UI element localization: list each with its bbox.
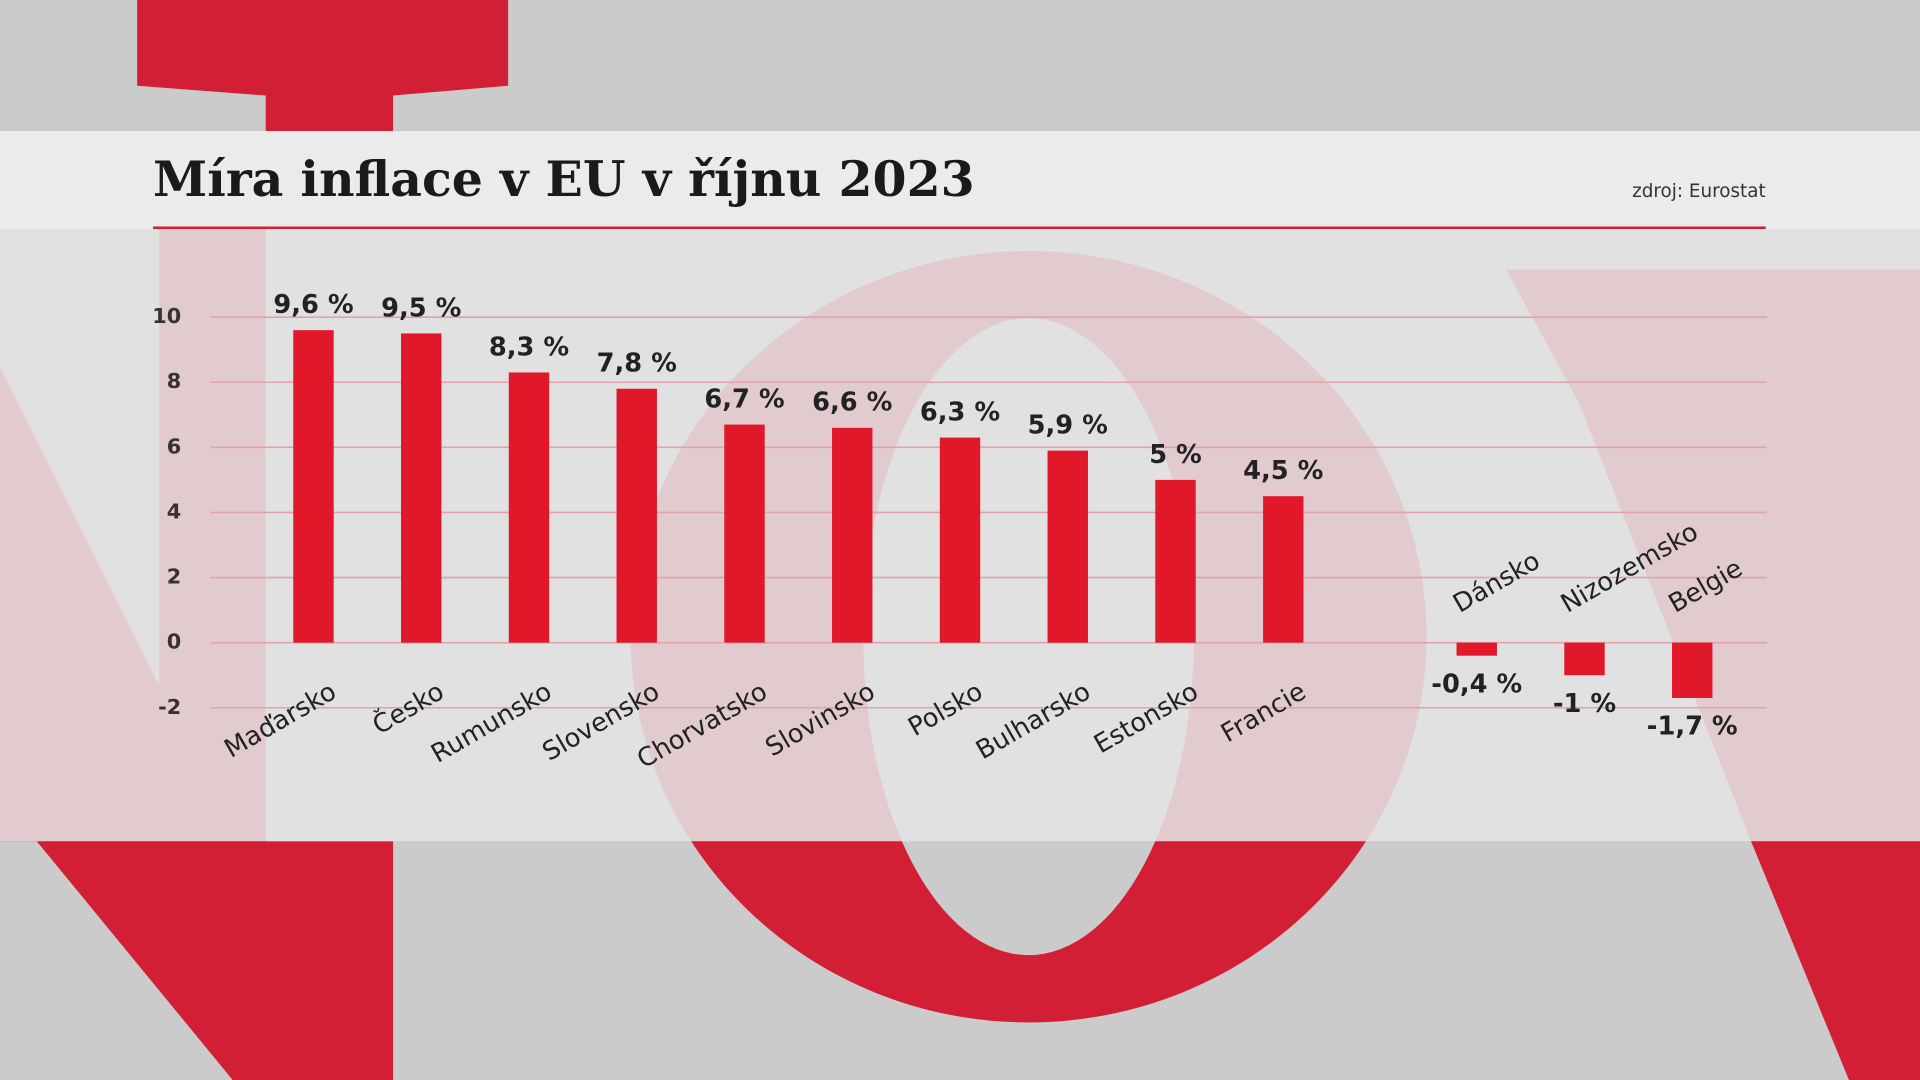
bar (1456, 642, 1497, 656)
bar (1047, 450, 1088, 643)
y-tick-label: 6 (167, 434, 181, 458)
value-label: 4,5 % (1243, 456, 1323, 486)
value-label: 5 % (1149, 440, 1202, 470)
y-tick-label: 10 (152, 304, 181, 328)
source: zdroj: Eurostat (1632, 181, 1766, 202)
value-label: -1 % (1553, 689, 1616, 719)
value-label: 6,3 % (920, 397, 1000, 427)
value-label: 8,3 % (489, 332, 569, 362)
y-tick-label: 2 (167, 565, 181, 589)
bar (1564, 642, 1605, 676)
chart-title: Míra inflace v EU v říjnu 2023 (153, 150, 975, 208)
bar (939, 437, 981, 643)
bar (508, 372, 550, 643)
bar (616, 388, 657, 643)
y-tick-label: 0 (167, 630, 181, 654)
bar (1155, 479, 1196, 643)
value-label: -1,7 % (1647, 712, 1738, 742)
bar (1263, 496, 1304, 643)
bar (724, 424, 765, 643)
value-label: 5,9 % (1028, 410, 1108, 440)
value-label: 6,6 % (812, 388, 892, 418)
value-label: 7,8 % (597, 349, 677, 379)
bar (1672, 642, 1713, 698)
y-tick-label: 4 (167, 499, 181, 523)
bar (401, 333, 442, 643)
value-label: 9,5 % (381, 293, 461, 323)
value-label: 6,7 % (704, 384, 784, 414)
bar (832, 427, 873, 643)
y-tick-label: 8 (167, 369, 181, 393)
bar (293, 330, 334, 643)
value-label: 9,6 % (273, 290, 353, 320)
y-tick-label: -2 (158, 695, 181, 719)
value-label: -0,4 % (1431, 669, 1522, 699)
